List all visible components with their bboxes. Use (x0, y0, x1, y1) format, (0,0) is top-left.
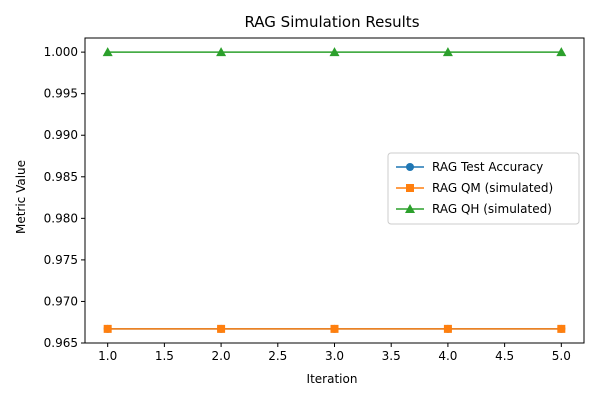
y-tick-label: 0.990 (44, 128, 78, 142)
x-tick-label: 5.0 (552, 349, 571, 363)
x-axis-label: Iteration (307, 372, 358, 386)
series-1-point (103, 324, 112, 333)
legend-label: RAG Test Accuracy (432, 160, 543, 174)
series-2-point (556, 47, 567, 57)
chart-title: RAG Simulation Results (244, 13, 419, 31)
legend-marker-0 (406, 163, 414, 171)
x-tick-label: 2.5 (268, 349, 287, 363)
y-tick-label: 0.985 (44, 170, 78, 184)
x-tick-label: 1.5 (155, 349, 174, 363)
legend-marker-2 (405, 204, 415, 213)
y-tick-label: 1.000 (44, 45, 78, 59)
series-2-point (329, 47, 340, 57)
series-2-point (102, 47, 113, 57)
plot-area: 1.0 1.5 2.0 2.5 3.0 3.5 4.0 4.5 5.0 0.965 0.970 0.9… (44, 37, 585, 363)
x-tick-label: 3.0 (325, 349, 344, 363)
series-2-point (442, 47, 453, 57)
legend-marker-1 (406, 184, 414, 192)
x-tick-label: 3.5 (382, 349, 401, 363)
y-tick-label: 0.980 (44, 211, 78, 225)
series-1-point (443, 324, 452, 333)
series-1-point (217, 324, 226, 333)
x-tick-label: 1.0 (98, 349, 117, 363)
legend: RAG Test Accuracy RAG QM (simulated) RAG Q… (387, 152, 580, 225)
legend-box (387, 152, 580, 225)
y-axis-label: Metric Value (14, 160, 28, 234)
y-tick-label: 0.970 (44, 294, 78, 308)
legend-label: RAG QH (simulated) (432, 202, 552, 216)
series-1-point (557, 324, 566, 333)
x-tick-label: 2.0 (212, 349, 231, 363)
legend-label: RAG QM (simulated) (432, 181, 553, 195)
series-1-point (330, 324, 339, 333)
y-tick-label: 0.975 (44, 253, 78, 267)
series-2-point (216, 47, 227, 57)
x-tick-label: 4.0 (438, 349, 457, 363)
y-tick-label: 0.965 (44, 336, 78, 350)
x-tick-label: 4.5 (495, 349, 514, 363)
y-tick-label: 0.995 (44, 87, 78, 101)
